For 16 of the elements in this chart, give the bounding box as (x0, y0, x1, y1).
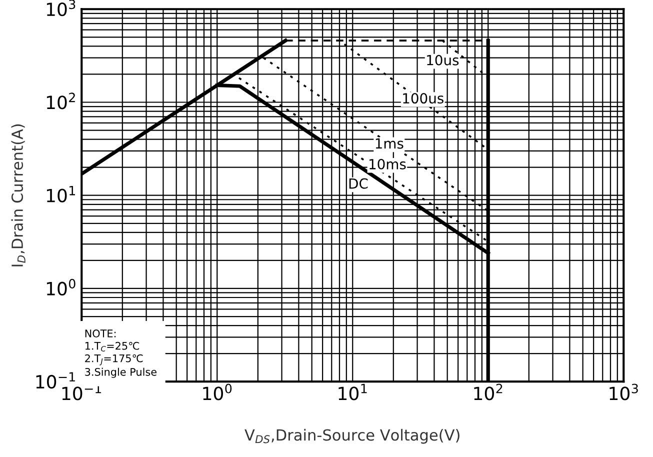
x-tick-label: 10$^{2}$ (474, 384, 502, 400)
x-axis-title: V$_{DS}$,Drain-Source Voltage(V) (244, 428, 460, 444)
annotation: NOTE: 1.T$_{C}$=25℃ 2.T$_{J}$=175℃ 3.Single Pulse (85, 330, 156, 378)
annotation: 10ms (370, 158, 406, 170)
y-tick-label: 10$^{2}$ (46, 92, 75, 110)
y-tick-label: 10$^{0}$ (46, 278, 76, 296)
annotation: 1ms (376, 138, 404, 149)
annotation: 100us (403, 93, 444, 104)
annotation: DC (349, 178, 368, 189)
x-tick-label: 10$^{1}$ (338, 384, 367, 400)
y-axis-title: I$_{D}$,Drain Current(A) (11, 124, 26, 266)
annotation: 10us (427, 54, 459, 66)
x-tick-label: 10$^{3}$ (610, 384, 638, 400)
x-tick-label: 10$^{0}$ (203, 384, 232, 400)
y-tick-label: 10$^{1}$ (46, 186, 76, 202)
y-tick-label: 10$^{3}$ (46, 0, 76, 16)
